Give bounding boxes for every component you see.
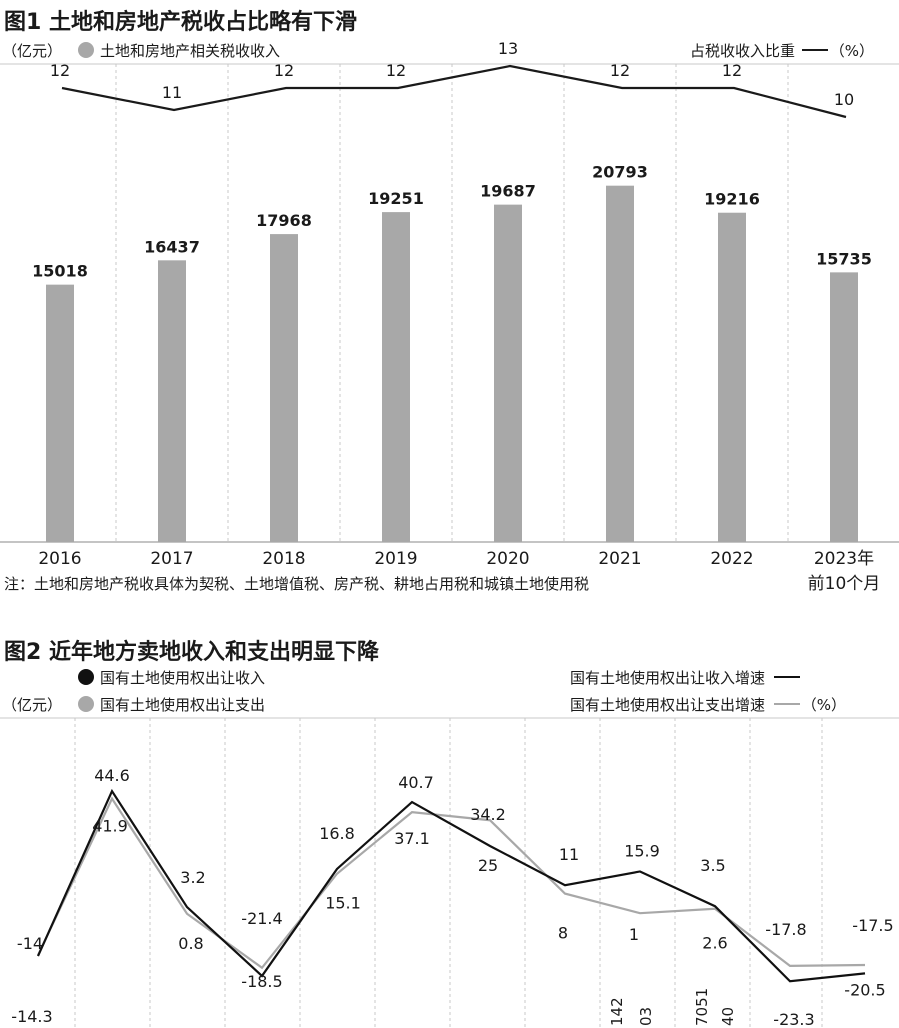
legend-income-growth-label: 国有土地使用权出让收入增速 bbox=[570, 669, 766, 687]
figure2-expense-growth-label: -17.5 bbox=[852, 916, 893, 935]
figure1-share-label: 12 bbox=[722, 61, 742, 80]
figure2-income-growth-label: -21.4 bbox=[241, 909, 282, 928]
legend-line-swatch bbox=[801, 49, 828, 51]
figure2-expense-growth-label: 37.1 bbox=[394, 829, 430, 848]
figure2-expense-growth-label: -18.5 bbox=[241, 972, 282, 991]
figure2-partial-label: 40 bbox=[719, 1007, 737, 1026]
legend-bar-swatch bbox=[78, 42, 94, 58]
figure2-legend-expense: 国有土地使用权出让支出 bbox=[78, 694, 265, 715]
figure2-expense-growth-label: 8 bbox=[558, 924, 568, 943]
figure2-partial-label: 7051 bbox=[693, 988, 711, 1026]
figure1-unit-right: （%） bbox=[829, 42, 875, 60]
legend-expense-label: 国有土地使用权出让支出 bbox=[100, 696, 266, 714]
figure2-income-growth-label: 3.2 bbox=[180, 868, 205, 887]
figure1-bar-value-label: 19251 bbox=[368, 189, 424, 208]
legend-expense-swatch bbox=[78, 696, 94, 712]
figure2-expense-growth-label: 41.9 bbox=[92, 817, 128, 836]
figure2-legend-income: 国有土地使用权出让收入 bbox=[78, 667, 265, 688]
figure1-bar-value-label: 19687 bbox=[480, 182, 536, 201]
figure1-x-tick-label: 2016 bbox=[38, 549, 81, 569]
figure1-share-label: 12 bbox=[274, 61, 294, 80]
figure1-bar-value-label: 17968 bbox=[256, 211, 312, 230]
figure1-legend-line: 占税收收入比重 （%） bbox=[690, 40, 874, 61]
figure1-legend-bar: 土地和房地产相关税收收入 bbox=[78, 40, 280, 61]
figure1-share-line bbox=[61, 64, 847, 119]
figure1-bar-value-label: 15018 bbox=[32, 262, 88, 281]
figure1-x-tick-label: 2019 bbox=[374, 549, 417, 569]
legend-bar-label: 土地和房地产相关税收收入 bbox=[100, 42, 281, 60]
figure1-x-tick-label: 2023年 bbox=[814, 549, 874, 569]
figure2-unit-right: （%） bbox=[801, 696, 847, 714]
figure2-partial-label: 03 bbox=[637, 1007, 655, 1026]
figure1-bar bbox=[830, 272, 858, 542]
legend-income-growth-swatch bbox=[773, 676, 800, 678]
figure2-unit-left: （亿元） bbox=[2, 696, 63, 714]
figure2-income-growth-label: 3.5 bbox=[700, 856, 725, 875]
figure1-share-label: 12 bbox=[50, 61, 70, 80]
figure1-x-tick-label: 前10个月 bbox=[808, 574, 881, 594]
legend-line-label: 占税收收入比重 bbox=[690, 42, 796, 60]
legend-income-swatch bbox=[78, 669, 94, 685]
figure2-legend-expense-growth: 国有土地使用权出让支出增速 （%） bbox=[570, 694, 846, 715]
legend-income-label: 国有土地使用权出让收入 bbox=[100, 669, 266, 687]
figure2-title: 图2 近年地方卖地收入和支出明显下降 bbox=[4, 640, 379, 665]
figure2-income-growth-line bbox=[36, 788, 866, 983]
figure1-bar bbox=[46, 284, 74, 542]
figure2-chart: -14.3 44.6 3.2 -21.4 16.8 40.7 25 11 15.9 3.5 -23.… bbox=[0, 717, 899, 1028]
figure1-bar-value-label: 16437 bbox=[144, 237, 200, 256]
figure1-note: 注：土地和房地产税收具体为契税、土地增值税、房产税、耕地占用税和城镇土地使用税 bbox=[4, 575, 590, 593]
figure2-income-growth-label: 15.9 bbox=[624, 841, 660, 860]
figure1-unit-left: （亿元） bbox=[2, 42, 63, 60]
figure1-chart: 15018 12 16437 11 17968 12 19251 12 19687 13 20793… bbox=[0, 39, 899, 594]
figure2-expense-growth-label: 15.1 bbox=[325, 894, 361, 913]
figure1-bar-value-label: 20793 bbox=[592, 163, 648, 182]
legend-expense-growth-swatch bbox=[773, 703, 800, 705]
figure2-expense-growth-label: 0.8 bbox=[178, 934, 203, 953]
figure2-expense-growth-label: 2.6 bbox=[702, 934, 727, 953]
figure1-bar-value-label: 15735 bbox=[816, 249, 872, 268]
figure1-bar bbox=[270, 234, 298, 542]
figure1-title: 图1 土地和房地产税收占比略有下滑 bbox=[4, 10, 357, 35]
figure2-income-growth-label: 11 bbox=[559, 845, 579, 864]
figure2-expense-growth-label: 1 bbox=[629, 925, 639, 944]
figure1-bar-value-label: 19216 bbox=[704, 190, 760, 209]
figure1-share-label: 10 bbox=[834, 90, 854, 109]
figure1-bar bbox=[718, 212, 746, 542]
figure1-x-tick-label: 2017 bbox=[150, 549, 193, 569]
figure2-income-growth-label: 44.6 bbox=[94, 766, 130, 785]
figure1-share-label: 12 bbox=[386, 61, 406, 80]
figure1-bar bbox=[494, 204, 522, 542]
figure1-x-tick-label: 2021 bbox=[598, 549, 641, 569]
figure1-bar bbox=[382, 212, 410, 543]
figure2-income-growth-label: -23.3 bbox=[773, 1010, 814, 1028]
figure1-share-label: 11 bbox=[162, 83, 182, 102]
figure1-x-tick-label: 2022 bbox=[710, 549, 753, 569]
figure2-income-growth-label: 25 bbox=[478, 856, 498, 875]
figure2-income-growth-label: -20.5 bbox=[844, 980, 885, 999]
figure2-income-growth-label: -14.3 bbox=[11, 1007, 52, 1026]
figure2-partial-label: 142 bbox=[608, 997, 626, 1026]
figure1-share-label: 12 bbox=[610, 61, 630, 80]
legend-expense-growth-label: 国有土地使用权出让支出增速 bbox=[570, 696, 766, 714]
figure1-share-label: 13 bbox=[498, 39, 518, 58]
figure1-x-tick-label: 2018 bbox=[262, 549, 305, 569]
figure2-income-growth-label: 16.8 bbox=[319, 824, 355, 843]
figure1-bar bbox=[606, 185, 634, 542]
figure2-expense-growth-label: -17.8 bbox=[765, 920, 806, 939]
figure1-bar bbox=[158, 260, 186, 542]
figure2-legend-income-growth: 国有土地使用权出让收入增速 bbox=[570, 667, 800, 688]
figure2-income-growth-label: 40.7 bbox=[398, 773, 434, 792]
figure2-expense-growth-label: -14 bbox=[17, 934, 43, 953]
figure2-expense-growth-label: 34.2 bbox=[470, 805, 506, 824]
figure1-x-tick-label: 2020 bbox=[486, 549, 529, 569]
